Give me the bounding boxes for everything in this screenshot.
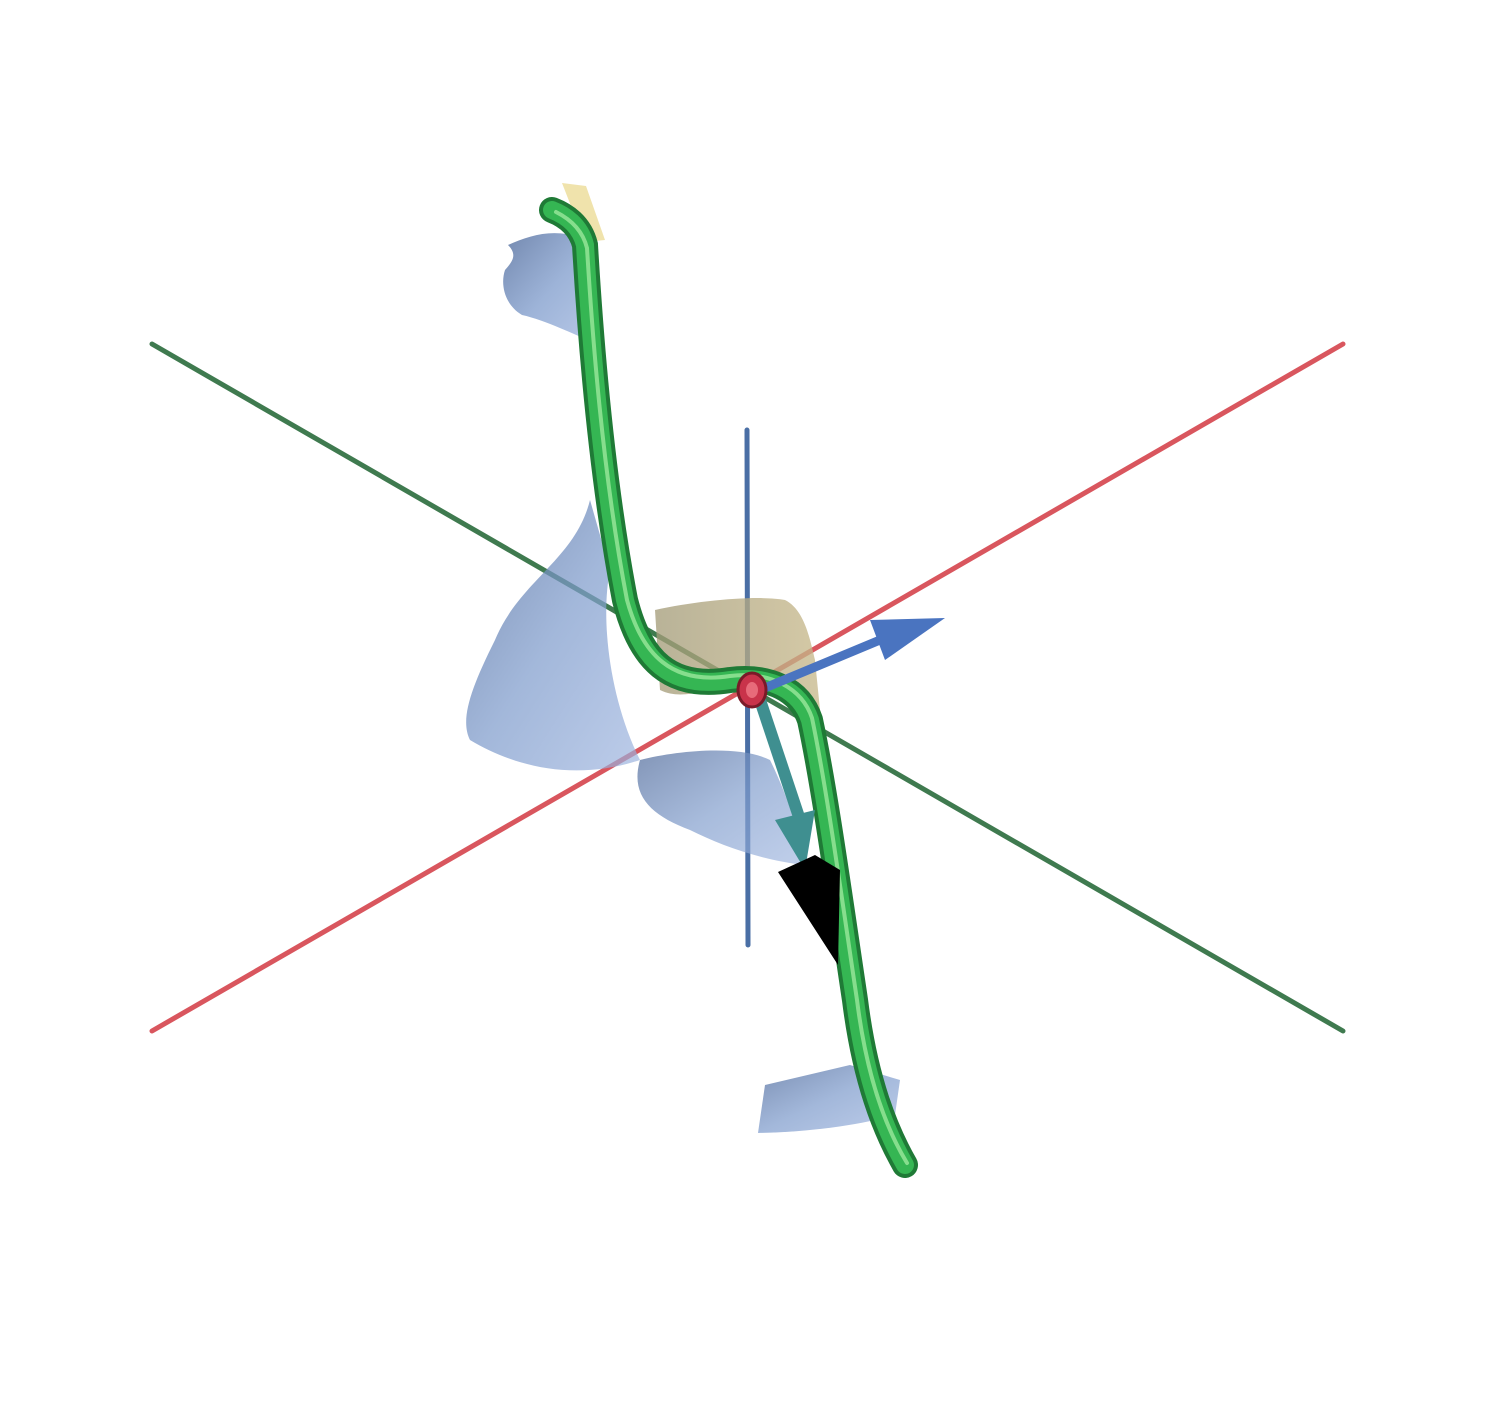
green-tube-curve-highlight [554,210,909,1165]
blue-arrow-vector [870,618,945,660]
blue-shaded-surface-middle [466,500,640,771]
teal-arrow-shaft [754,694,806,826]
black-shadow [778,855,840,965]
teal-arrow-vector [775,810,815,870]
blue-arrow-shaft [755,635,885,695]
blue-shaded-surface-lower [637,750,805,865]
cream-surface [562,183,605,242]
red-ring-inner [746,682,758,698]
